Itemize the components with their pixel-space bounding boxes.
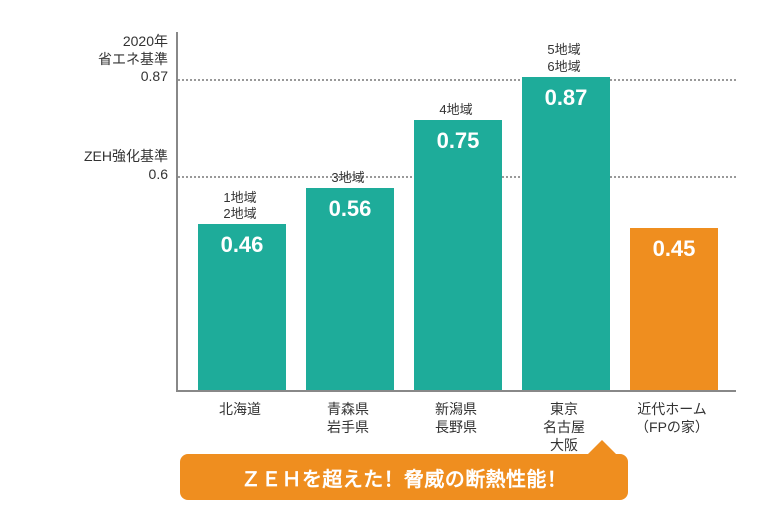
bar-top-0: 1地域2地域 bbox=[186, 190, 294, 223]
bar-top-3: 5地域6地域 bbox=[510, 42, 618, 75]
bar-top-2: 4地域 bbox=[402, 102, 510, 118]
bar-x-2: 新潟県長野県 bbox=[396, 400, 516, 436]
bar-value-1: 0.56 bbox=[306, 196, 394, 222]
callout-text: ＺＥＨを超えた！脅威の断熱性能！ bbox=[241, 463, 567, 492]
bar-top-1: 3地域 bbox=[294, 170, 402, 186]
bar-2: 0.75 bbox=[414, 120, 502, 390]
ref-line-0 bbox=[178, 79, 736, 81]
y-ref-label-0: 2020年省エネ基準0.87 bbox=[8, 33, 168, 86]
bar-value-3: 0.87 bbox=[522, 85, 610, 111]
bar-value-0: 0.46 bbox=[198, 232, 286, 258]
bar-x-1: 青森県岩手県 bbox=[288, 400, 408, 436]
callout-pointer-icon bbox=[588, 440, 616, 454]
bar-3: 0.87 bbox=[522, 77, 610, 390]
bar-0: 0.46 bbox=[198, 224, 286, 390]
bar-x-0: 北海道 bbox=[180, 400, 300, 418]
bar-1: 0.56 bbox=[306, 188, 394, 390]
bar-4: 0.45 bbox=[630, 228, 718, 390]
chart-stage: 0.46 0.56 0.75 0.87 0.45 2020年省エネ基準0.87 … bbox=[0, 0, 768, 512]
bar-value-2: 0.75 bbox=[414, 128, 502, 154]
y-ref-label-1: ZEH強化基準0.6 bbox=[8, 148, 168, 183]
callout-banner: ＺＥＨを超えた！脅威の断熱性能！ bbox=[180, 454, 628, 500]
bar-x-4: 近代ホーム（FPの家） bbox=[612, 400, 732, 436]
bar-value-4: 0.45 bbox=[630, 236, 718, 262]
